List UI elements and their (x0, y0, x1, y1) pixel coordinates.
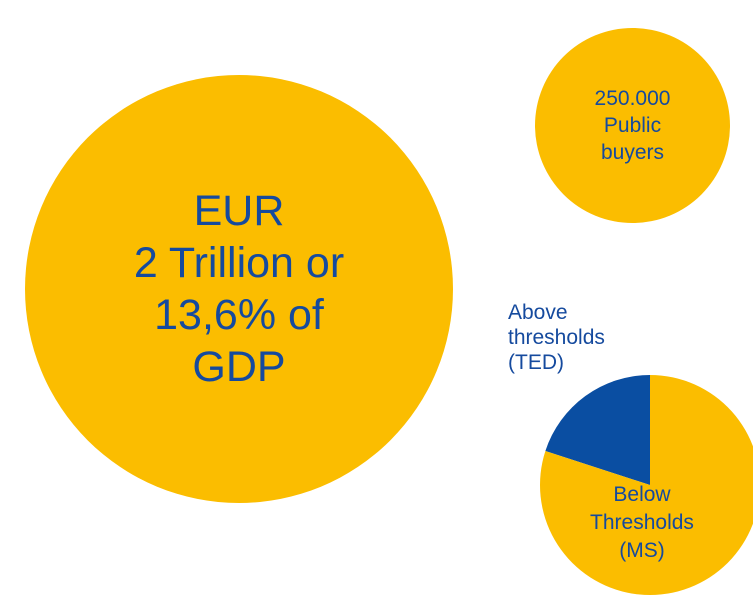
gdp-bubble-line-4: GDP (192, 343, 286, 391)
threshold-pie-svg (539, 375, 753, 595)
pie-label-above-line-3: (TED) (508, 351, 564, 374)
gdp-bubble-line-3: 13,6% of (154, 291, 324, 339)
pie-label-below-line-1: Below (613, 483, 671, 506)
pie-slice-below-thresholds (539, 375, 753, 595)
pie-slice-above-thresholds (545, 375, 650, 485)
pie-label-below-thresholds: Below Thresholds (MS) (567, 481, 717, 565)
pie-label-below-line-2: Thresholds (590, 511, 694, 534)
pie-label-above-line-1: Above (508, 301, 568, 324)
pie-label-above-thresholds: Above thresholds (TED) (508, 300, 638, 375)
gdp-bubble: EUR 2 Trillion or 13,6% of GDP (25, 75, 453, 503)
pie-label-below-line-3: (MS) (619, 539, 665, 562)
public-buyers-line-1: 250.000 (594, 87, 671, 110)
public-buyers-line-3: buyers (600, 141, 665, 164)
gdp-bubble-line-1: EUR (193, 187, 285, 235)
gdp-bubble-line-2: 2 Trillion or (133, 239, 345, 287)
pie-label-above-line-2: thresholds (508, 326, 605, 349)
threshold-pie-chart (539, 375, 753, 595)
public-buyers-line-2: Public (603, 114, 662, 137)
public-buyers-bubble: 250.000 Public buyers (535, 28, 730, 223)
